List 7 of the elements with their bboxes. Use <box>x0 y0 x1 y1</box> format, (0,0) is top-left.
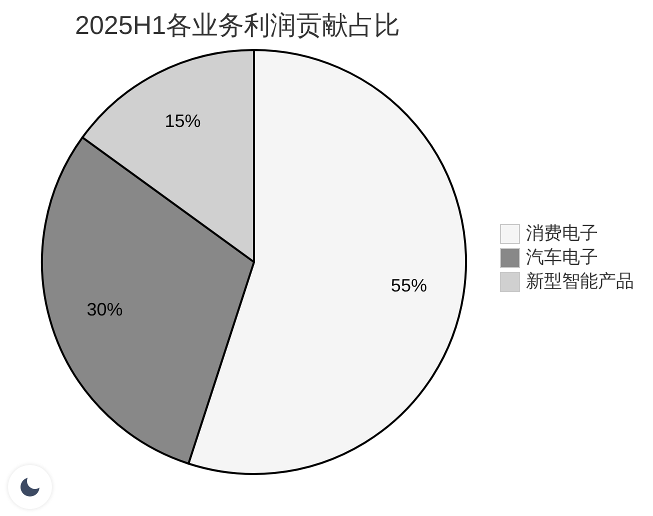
data-label: 55% <box>390 276 427 296</box>
data-label: 15% <box>164 111 201 132</box>
legend-label: 新型智能产品 <box>526 271 634 291</box>
legend-label: 汽车电子 <box>526 247 598 267</box>
slice-label: 消费电子 <box>526 223 598 243</box>
chart-title: 2025H1各业务利润贡献占比 <box>75 10 400 40</box>
data-label: 30% <box>86 299 123 320</box>
